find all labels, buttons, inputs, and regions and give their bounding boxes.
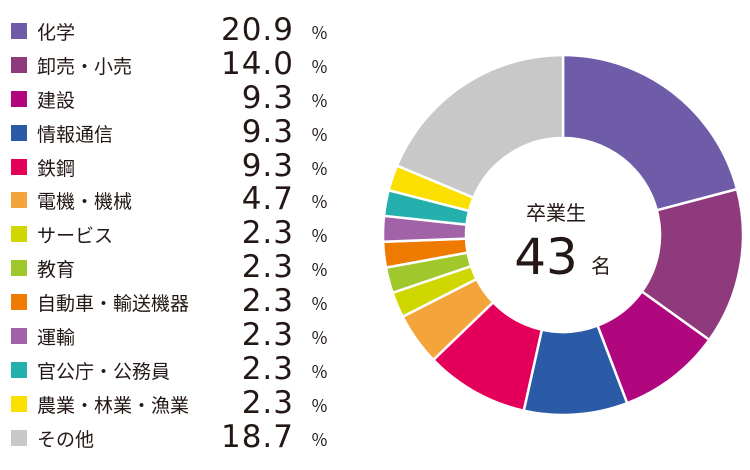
legend-swatch (11, 158, 27, 175)
legend-item: 鉄鋼 9.3 ％ (8, 148, 338, 185)
legend-value: 2.3 (241, 283, 294, 320)
legend-item: 電機・機械 4.7 ％ (8, 181, 338, 218)
legend-item: 官公庁・公務員 2.3 ％ (8, 351, 338, 388)
legend-unit: ％ (311, 91, 328, 112)
legend-swatch (11, 124, 27, 141)
legend-value: 2.3 (241, 215, 294, 252)
legend-swatch (11, 395, 27, 412)
legend-unit: ％ (311, 261, 328, 282)
legend-label: 運輸 (37, 327, 76, 350)
legend-label: その他 (37, 428, 95, 451)
legend-value: 9.3 (241, 113, 294, 150)
legend-item: サービス 2.3 ％ (8, 215, 338, 252)
legend-value: 14.0 (220, 45, 294, 82)
legend-unit: ％ (311, 227, 328, 248)
legend-unit: ％ (311, 329, 328, 350)
legend-value: 4.7 (241, 181, 294, 218)
chart-legend: 化学 20.9 ％卸売・小売 14.0 ％建設 9.3 ％情報通信 9.3 ％鉄鋼 9.3 ％電機・… (8, 12, 338, 456)
legend-swatch (11, 260, 27, 277)
legend-label: 農業・林業・漁業 (37, 394, 190, 417)
legend-item: 運輸 2.3 ％ (8, 317, 338, 354)
center-number: 43 (514, 228, 578, 286)
legend-value: 2.3 (241, 249, 294, 286)
legend-unit: ％ (311, 125, 328, 146)
legend-label: サービス (37, 225, 114, 248)
legend-swatch (11, 56, 27, 73)
legend-swatch (11, 361, 27, 378)
legend-item: 自動車・輸送機器 2.3 ％ (8, 283, 338, 320)
legend-unit: ％ (311, 24, 328, 44)
legend-label: 卸売・小売 (37, 55, 133, 78)
legend-unit: ％ (311, 57, 328, 78)
legend-item: 化学 20.9 ％ (8, 12, 338, 49)
legend-swatch (11, 294, 27, 311)
donut-slice (561, 53, 739, 212)
legend-item: 教育 2.3 ％ (8, 249, 338, 286)
legend-swatch (11, 23, 27, 39)
legend-unit: ％ (311, 396, 328, 417)
legend-value: 2.3 (241, 384, 294, 421)
legend-unit: ％ (311, 362, 328, 383)
donut-slices (381, 53, 745, 417)
donut-chart: 卒業生 43 名 (381, 53, 745, 417)
legend-value: 2.3 (241, 317, 294, 354)
legend-value: 9.3 (241, 79, 294, 116)
legend-unit: ％ (311, 159, 328, 180)
legend-value: 2.3 (241, 350, 294, 387)
center-caption: 卒業生 (526, 201, 586, 225)
legend-item: 情報通信 9.3 ％ (8, 114, 338, 151)
legend-swatch (11, 192, 27, 209)
legend-item: 建設 9.3 ％ (8, 80, 338, 117)
legend-label: 化学 (37, 22, 76, 44)
legend-unit: ％ (311, 295, 328, 316)
legend-label: 自動車・輸送機器 (37, 293, 190, 316)
legend-label: 情報通信 (37, 123, 114, 146)
legend-swatch (11, 429, 27, 446)
legend-item: その他 18.7 ％ (8, 419, 338, 456)
center-unit: 名 (591, 254, 611, 278)
legend-item: 農業・林業・漁業 2.3 ％ (8, 385, 338, 422)
legend-label: 教育 (37, 259, 76, 282)
legend-unit: ％ (311, 430, 328, 451)
legend-label: 電機・機械 (37, 191, 133, 214)
legend-label: 官公庁・公務員 (37, 360, 171, 383)
legend-item: 卸売・小売 14.0 ％ (8, 46, 338, 83)
legend-label: 建設 (37, 89, 76, 112)
legend-swatch (11, 328, 27, 345)
legend-value: 20.9 (220, 12, 294, 48)
legend-swatch (11, 226, 27, 243)
legend-unit: ％ (311, 193, 328, 214)
legend-swatch (11, 90, 27, 107)
donut-slice (395, 53, 565, 200)
legend-value: 9.3 (241, 147, 294, 184)
legend-label: 鉄鋼 (37, 157, 76, 180)
legend-value: 18.7 (220, 418, 294, 455)
